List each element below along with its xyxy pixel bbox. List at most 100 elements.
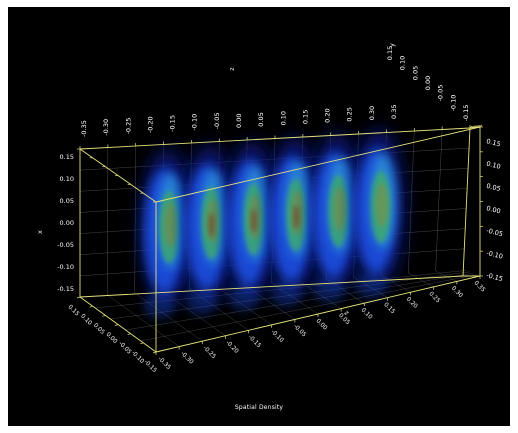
y-top-axis-label: y (388, 43, 396, 47)
right-tick-label: 0.00 (486, 204, 502, 215)
density-lobe-peak (208, 213, 215, 237)
y-top-tick-label: 0.05 (411, 66, 419, 80)
tick-mark (127, 333, 131, 335)
grid-line (79, 147, 470, 171)
x-tick-label: -0.05 (57, 241, 74, 249)
z-top-tick-label: -0.15 (169, 115, 177, 132)
grid-line (134, 145, 136, 294)
grid-line (140, 274, 477, 342)
tick-mark (89, 305, 93, 308)
x-tick-label: -0.10 (57, 263, 74, 271)
y-top-tick-label: -0.05 (437, 85, 445, 102)
z-top-tick-label: 0.10 (279, 111, 287, 125)
grid-line (107, 294, 180, 347)
grid-line (408, 272, 434, 288)
tick-mark (471, 125, 474, 129)
tick-mark (478, 124, 481, 128)
z-top-tick-label: 0.25 (346, 107, 354, 121)
grid-line (408, 130, 415, 274)
z-bottom-tick-label: -0.05 (292, 324, 307, 339)
density-lobe-core (333, 187, 346, 231)
density-lobe-core (164, 203, 177, 247)
tick-mark (114, 324, 119, 326)
z-bottom-tick-label: 0.10 (360, 307, 374, 321)
density-shadow (185, 287, 218, 315)
z-bottom-tick-label: -0.15 (247, 334, 262, 349)
tick-mark (76, 296, 81, 299)
tick-mark (474, 125, 478, 128)
y-top-tick-label: 0.10 (399, 56, 407, 70)
z-top-tick-label: 0.15 (301, 110, 309, 124)
density-lobe-peak (293, 205, 300, 229)
tick-mark (476, 125, 479, 128)
z-bottom-tick-label: -0.10 (269, 329, 284, 344)
z-bottom-tick-label: 0.15 (382, 302, 396, 316)
front-left-tick-label: 0.05 (92, 323, 106, 337)
density-volume (141, 129, 405, 319)
box-edge (79, 275, 464, 298)
x-axis-label: x (36, 230, 44, 234)
front-left-tick-label: 0.00 (105, 332, 119, 346)
tick-mark (473, 125, 476, 128)
y-top-tick-label: 0.00 (424, 76, 432, 90)
box-edge (155, 126, 481, 203)
z-top-tick-label: 0.35 (390, 105, 398, 119)
y-top-tick-label: -0.10 (449, 95, 457, 112)
right-tick-label: 0.15 (486, 137, 502, 148)
z-bottom-tick-label: 0.20 (405, 296, 419, 310)
density-shadow (312, 275, 345, 303)
y-top-tick-label: 0.15 (386, 46, 394, 60)
volume-render-chart: 0.150.100.050.00-0.05-0.10-0.15x-0.35 -0.… (8, 7, 510, 426)
tick-mark (152, 351, 157, 354)
right-tick-label: 0.05 (486, 182, 502, 193)
z-top-tick-label: 0.00 (235, 114, 243, 128)
front-left-tick-label: 0.10 (79, 313, 93, 327)
box-edge (462, 127, 471, 277)
right-tick-label: -0.05 (486, 227, 504, 239)
right-tick-label: -0.10 (486, 249, 504, 261)
z-bottom-tick-label: 0.25 (427, 291, 441, 305)
y-top-tick-label: -0.15 (462, 105, 470, 122)
z-bottom-axis-label: z (343, 309, 351, 317)
x-tick-label: -0.15 (57, 285, 74, 293)
density-lobe-peak (250, 209, 257, 233)
grid-line (107, 147, 109, 296)
right-tick-label: 0.10 (486, 160, 502, 171)
density-lobe-core (375, 183, 388, 227)
x-tick-label: 0.05 (60, 197, 74, 205)
z-top-tick-label: 0.20 (324, 108, 332, 122)
bounding-box (76, 124, 483, 355)
x-tick-label: 0.00 (60, 219, 74, 227)
x-tick-label: 0.15 (60, 153, 74, 161)
z-bottom-tick-label: -0.30 (179, 351, 194, 366)
tick-mark (102, 315, 106, 317)
z-bottom-tick-label: 0.00 (315, 318, 329, 332)
front-left-tick-label: 0.15 (67, 304, 81, 318)
z-top-tick-label: -0.10 (191, 114, 199, 131)
z-top-tick-label: -0.25 (124, 118, 132, 135)
tick-labels: 0.150.100.050.00-0.05-0.10-0.15x-0.35 -0.… (36, 43, 504, 374)
density-shadow (270, 279, 303, 307)
z-top-tick-label: -0.35 (80, 120, 88, 137)
z-bottom-tick-label: 0.30 (450, 286, 464, 300)
front-left-tick-label: -0.15 (143, 359, 158, 374)
chart-title: Spatial Density (234, 404, 284, 411)
z-top-tick-label: -0.20 (146, 116, 154, 133)
x-tick-label: 0.10 (60, 175, 74, 183)
grid-line (125, 272, 474, 331)
density-shadow (227, 283, 260, 311)
density-shadow (354, 271, 387, 299)
z-top-tick-label: -0.05 (213, 112, 221, 129)
z-bottom-tick-label: -0.25 (202, 345, 217, 360)
z-top-axis-label: z (228, 67, 236, 71)
z-bottom-tick-label: 0.35 (473, 280, 487, 294)
tick-mark (469, 125, 473, 129)
tick-mark (140, 342, 144, 345)
z-top-tick-label: 0.30 (368, 106, 376, 120)
right-tick-label: -0.15 (486, 271, 504, 283)
grid-line (435, 270, 457, 282)
z-bottom-tick-label: -0.20 (224, 340, 239, 355)
z-top-tick-label: 0.05 (257, 112, 265, 126)
z-bottom-tick-label: -0.35 (157, 356, 172, 371)
